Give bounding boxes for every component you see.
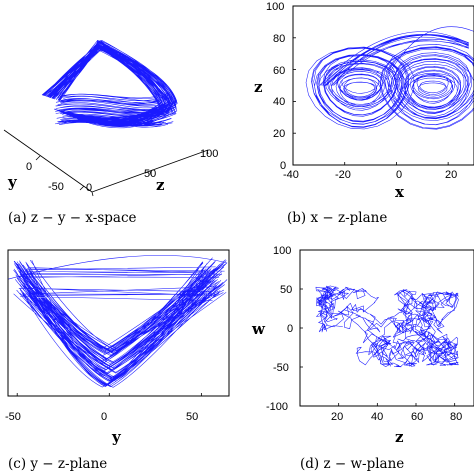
tick-label-b-y-0: 0 <box>280 160 286 172</box>
axis-label-b-x: x <box>395 183 405 201</box>
tick-label-b-x-2: 0 <box>396 169 402 181</box>
tick-a-y-0 <box>35 155 41 161</box>
tick-label-c-x-0: -50 <box>5 411 21 423</box>
tick-a-z-2 <box>206 149 209 155</box>
caption-a: (a) z − y − x-space <box>8 210 137 226</box>
panel-d: 20 40 60 80 -100 -50 0 50 100 z w (d) z … <box>251 245 474 472</box>
tick-label-d-y-3: 50 <box>280 284 292 296</box>
tick-label-d-x-2: 60 <box>411 411 423 423</box>
trajectory-b <box>305 26 474 130</box>
trajectory-a <box>41 40 178 129</box>
caption-d: (d) z − w-plane <box>300 456 404 472</box>
trajectory-d <box>315 285 459 368</box>
trajectory-b-path <box>305 26 474 130</box>
tick-label-b-y-5: 100 <box>266 1 284 13</box>
tick-label-b-y-3: 60 <box>273 65 285 77</box>
tick-label-d-y-1: -50 <box>273 362 289 374</box>
panel-c: -50 0 50 y (c) y − z-plane <box>5 249 230 472</box>
tick-label-b-y-4: 80 <box>273 33 285 45</box>
panel-b: -40 -20 0 20 0 20 40 60 80 100 x z (b) x… <box>254 1 474 226</box>
ticks-c <box>16 393 202 396</box>
axis-label-c-x: y <box>111 428 122 446</box>
tick-label-d-y-2: 0 <box>287 323 293 335</box>
tick-label-b-x-1: -20 <box>335 169 351 181</box>
axis-a-y <box>3 129 93 193</box>
axis-label-b-z: z <box>254 78 263 96</box>
tick-label-a-z-1: 50 <box>144 168 156 180</box>
axis-label-d-w: w <box>251 320 266 338</box>
caption-b: (b) x − z-plane <box>287 210 387 226</box>
ticks-b <box>292 5 449 166</box>
axes-box-c <box>7 249 230 397</box>
caption-c: (c) y − z-plane <box>8 456 107 472</box>
axis-label-a-y: y <box>7 173 18 191</box>
tick-label-a-z-0: 0 <box>86 182 92 194</box>
panel-a: 0 -50 0 50 100 y z (a) z − y − x-space <box>3 40 218 226</box>
tick-label-c-x-1: 0 <box>101 411 107 423</box>
tick-a-z-0 <box>91 191 94 197</box>
tick-label-b-x-3: 20 <box>445 169 457 181</box>
tick-a-z-1 <box>149 170 152 176</box>
axis-label-a-z: z <box>156 176 165 194</box>
tick-label-d-x-1: 40 <box>371 411 383 423</box>
tick-label-d-y-4: 100 <box>273 245 291 257</box>
tick-label-a-y-0: 0 <box>26 161 32 173</box>
tick-a-y-1 <box>79 185 85 191</box>
axes-box-b <box>292 5 474 166</box>
tick-label-b-x-0: -40 <box>283 169 299 181</box>
tick-label-d-x-3: 80 <box>450 411 462 423</box>
tick-label-d-y-0: -100 <box>266 401 288 413</box>
tick-label-a-z-2: 100 <box>200 148 218 160</box>
tick-label-a-y-1: -50 <box>48 181 64 193</box>
trajectory-a-path <box>41 40 178 129</box>
tick-label-c-x-2: 50 <box>186 411 198 423</box>
tick-label-b-y-1: 20 <box>273 128 285 140</box>
trajectory-c-path <box>7 255 228 388</box>
axis-label-d-x: z <box>395 428 404 446</box>
ticks-d <box>300 249 456 407</box>
trajectory-c <box>7 255 228 388</box>
tick-label-d-x-0: 20 <box>331 411 343 423</box>
axes-box-d <box>299 249 474 407</box>
tick-label-b-y-2: 40 <box>273 96 285 108</box>
trajectory-d-path <box>315 285 459 368</box>
